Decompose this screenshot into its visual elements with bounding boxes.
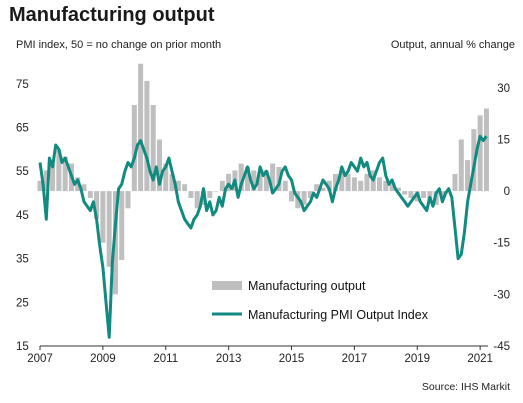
output-bar <box>50 163 56 192</box>
output-bar <box>320 187 326 192</box>
output-bar <box>131 105 137 192</box>
output-bar <box>326 180 332 192</box>
output-bar <box>314 184 320 192</box>
right-tick-label: 15 <box>497 134 510 146</box>
output-bar <box>194 191 200 209</box>
output-bar <box>383 180 389 192</box>
x-tick-label: 2017 <box>342 353 368 365</box>
output-bar <box>81 184 87 192</box>
output-bar <box>333 173 339 192</box>
output-bar <box>251 170 257 192</box>
legend-bar-label: Manufacturing output <box>248 279 366 293</box>
output-bar <box>207 191 213 198</box>
output-bar <box>94 191 100 219</box>
chart-title: Manufacturing output <box>9 4 215 26</box>
legend: Manufacturing output Manufacturing PMI O… <box>212 279 429 322</box>
output-bar <box>421 191 427 198</box>
pmi-line <box>38 134 488 339</box>
output-bar <box>119 191 125 260</box>
output-bar <box>125 191 131 209</box>
x-tick-label: 2021 <box>467 353 493 365</box>
output-bar <box>175 180 181 192</box>
left-tick-label: 45 <box>16 210 29 222</box>
left-tick-label: 35 <box>16 254 29 266</box>
output-bar <box>169 173 175 192</box>
output-bar <box>144 80 150 192</box>
legend-line-label: Manufacturing PMI Output Index <box>248 308 429 322</box>
output-bar <box>62 156 68 192</box>
legend-bar-swatch <box>212 281 242 290</box>
output-bar <box>238 163 244 192</box>
output-bar <box>345 173 351 192</box>
source-note: Source: IHS Markit <box>421 381 510 393</box>
output-bar <box>377 177 383 192</box>
left-tick-label: 15 <box>16 341 29 353</box>
output-bar <box>301 191 307 205</box>
output-bar <box>100 191 106 243</box>
output-bar <box>213 191 219 192</box>
output-bar <box>150 105 156 192</box>
output-bar <box>226 173 232 192</box>
output-bars <box>37 63 489 295</box>
right-tick-label: 0 <box>504 186 510 198</box>
right-tick-label: -45 <box>493 341 510 353</box>
output-bar <box>452 173 458 192</box>
output-bar <box>182 184 188 192</box>
x-tick-label: 2019 <box>404 353 430 365</box>
output-bar <box>339 170 345 192</box>
x-tick-label: 2009 <box>90 353 116 365</box>
output-bar <box>219 180 225 192</box>
left-tick-label: 65 <box>16 123 29 135</box>
output-bar <box>188 191 194 198</box>
output-bar <box>364 173 370 192</box>
right-tick-label: -15 <box>493 238 510 250</box>
output-bar <box>87 191 93 198</box>
output-bar <box>402 191 408 195</box>
output-bar <box>477 115 483 192</box>
output-bar <box>307 191 313 198</box>
output-bar <box>244 166 251 192</box>
x-tick-label: 2007 <box>27 353 53 365</box>
output-bar <box>358 180 364 192</box>
output-bar <box>483 108 489 192</box>
output-bar <box>408 191 414 198</box>
output-bar <box>138 63 144 192</box>
output-bar <box>156 139 162 192</box>
output-bar <box>395 187 401 192</box>
output-bar <box>389 184 395 192</box>
right-tick-label: 30 <box>497 83 510 95</box>
x-tick-label: 2013 <box>216 353 242 365</box>
left-ticks: 15 25 35 45 55 65 75 <box>16 79 29 353</box>
output-bar <box>263 170 269 192</box>
output-bar <box>257 173 263 192</box>
x-tick-label: 2015 <box>279 353 305 365</box>
output-bar <box>458 139 464 192</box>
output-bar <box>106 191 112 267</box>
left-tick-label: 75 <box>16 79 29 91</box>
output-bar <box>465 160 471 192</box>
left-tick-label: 25 <box>16 297 29 309</box>
output-bar <box>43 170 49 192</box>
left-tick-label: 55 <box>16 166 29 178</box>
right-axis-label: Output, annual % change <box>390 39 515 51</box>
x-tick-label: 2011 <box>153 353 178 365</box>
right-tick-label: -30 <box>493 289 510 301</box>
output-bar <box>56 149 62 192</box>
output-bar <box>282 180 288 192</box>
left-axis-label: PMI index, 50 = no change on prior month <box>16 39 222 51</box>
x-ticks: 2007 2009 2011 2013 2015 2017 2019 2021 <box>27 346 493 365</box>
right-ticks: -45 -30 -15 0 15 30 <box>493 83 510 353</box>
output-bar <box>439 191 445 198</box>
output-bar <box>163 163 169 192</box>
output-bar <box>288 191 295 202</box>
output-bar <box>37 180 43 192</box>
output-bar <box>270 163 276 192</box>
output-bar <box>351 177 357 192</box>
